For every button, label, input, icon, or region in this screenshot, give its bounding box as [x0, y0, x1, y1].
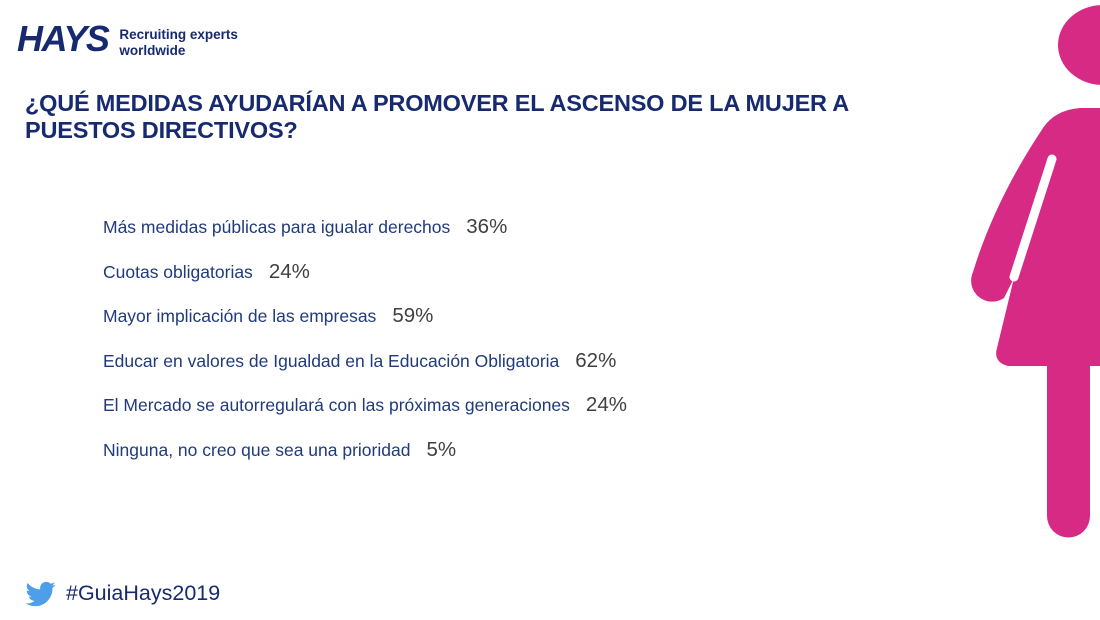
survey-row: Ninguna, no creo que sea una prioridad 5% [103, 428, 743, 473]
woman-silhouette [940, 0, 1100, 615]
survey-label: Educar en valores de Igualdad en la Educ… [103, 350, 560, 371]
silhouette-head [1058, 5, 1100, 85]
survey-row: Educar en valores de Igualdad en la Educ… [103, 339, 743, 384]
silhouette-body [971, 108, 1100, 366]
survey-label: Cuotas obligatorias [103, 261, 253, 282]
survey-value: 24% [268, 259, 310, 283]
survey-label: Ninguna, no creo que sea una prioridad [103, 439, 411, 460]
silhouette-arm-gap [1009, 154, 1057, 282]
survey-results-list: Más medidas públicas para igualar derech… [103, 205, 743, 472]
hashtag: #GuiaHays2019 [66, 581, 221, 605]
page-title-line-1: ¿QUÉ MEDIDAS AYUDARÍAN A PROMOVER EL ASC… [25, 90, 850, 116]
survey-label: Más medidas públicas para igualar derech… [103, 217, 451, 237]
page-title: ¿QUÉ MEDIDAS AYUDARÍAN A PROMOVER EL ASC… [25, 90, 905, 144]
survey-row: Mayor implicación de las empresas 59% [103, 294, 743, 339]
hays-logo-wordmark: HAYS [17, 18, 110, 59]
survey-value: 59% [392, 304, 434, 327]
tagline-line-2: worldwide [119, 42, 186, 58]
hays-logo-tagline: Recruiting experts worldwide [119, 22, 238, 58]
woman-silhouette-graphic [971, 5, 1100, 538]
survey-value: 5% [426, 437, 457, 461]
tagline-line-1: Recruiting experts [119, 27, 238, 42]
survey-value: 24% [585, 393, 627, 416]
survey-label: El Mercado se autorregulará con las próx… [103, 395, 570, 415]
twitter-bird-icon [25, 581, 56, 607]
survey-label: Mayor implicación de las empresas [103, 306, 377, 326]
survey-value: 36% [466, 215, 508, 238]
survey-row: Más medidas públicas para igualar derech… [103, 205, 743, 250]
hays-logo: HAYS Recruiting experts worldwide [17, 18, 238, 59]
survey-row: Cuotas obligatorias 24% [103, 250, 743, 295]
survey-value: 62% [575, 348, 617, 372]
page-title-line-2: PUESTOS DIRECTIVOS? [25, 117, 298, 143]
silhouette-leg [1047, 358, 1090, 538]
survey-row: El Mercado se autorregulará con las próx… [103, 383, 743, 428]
